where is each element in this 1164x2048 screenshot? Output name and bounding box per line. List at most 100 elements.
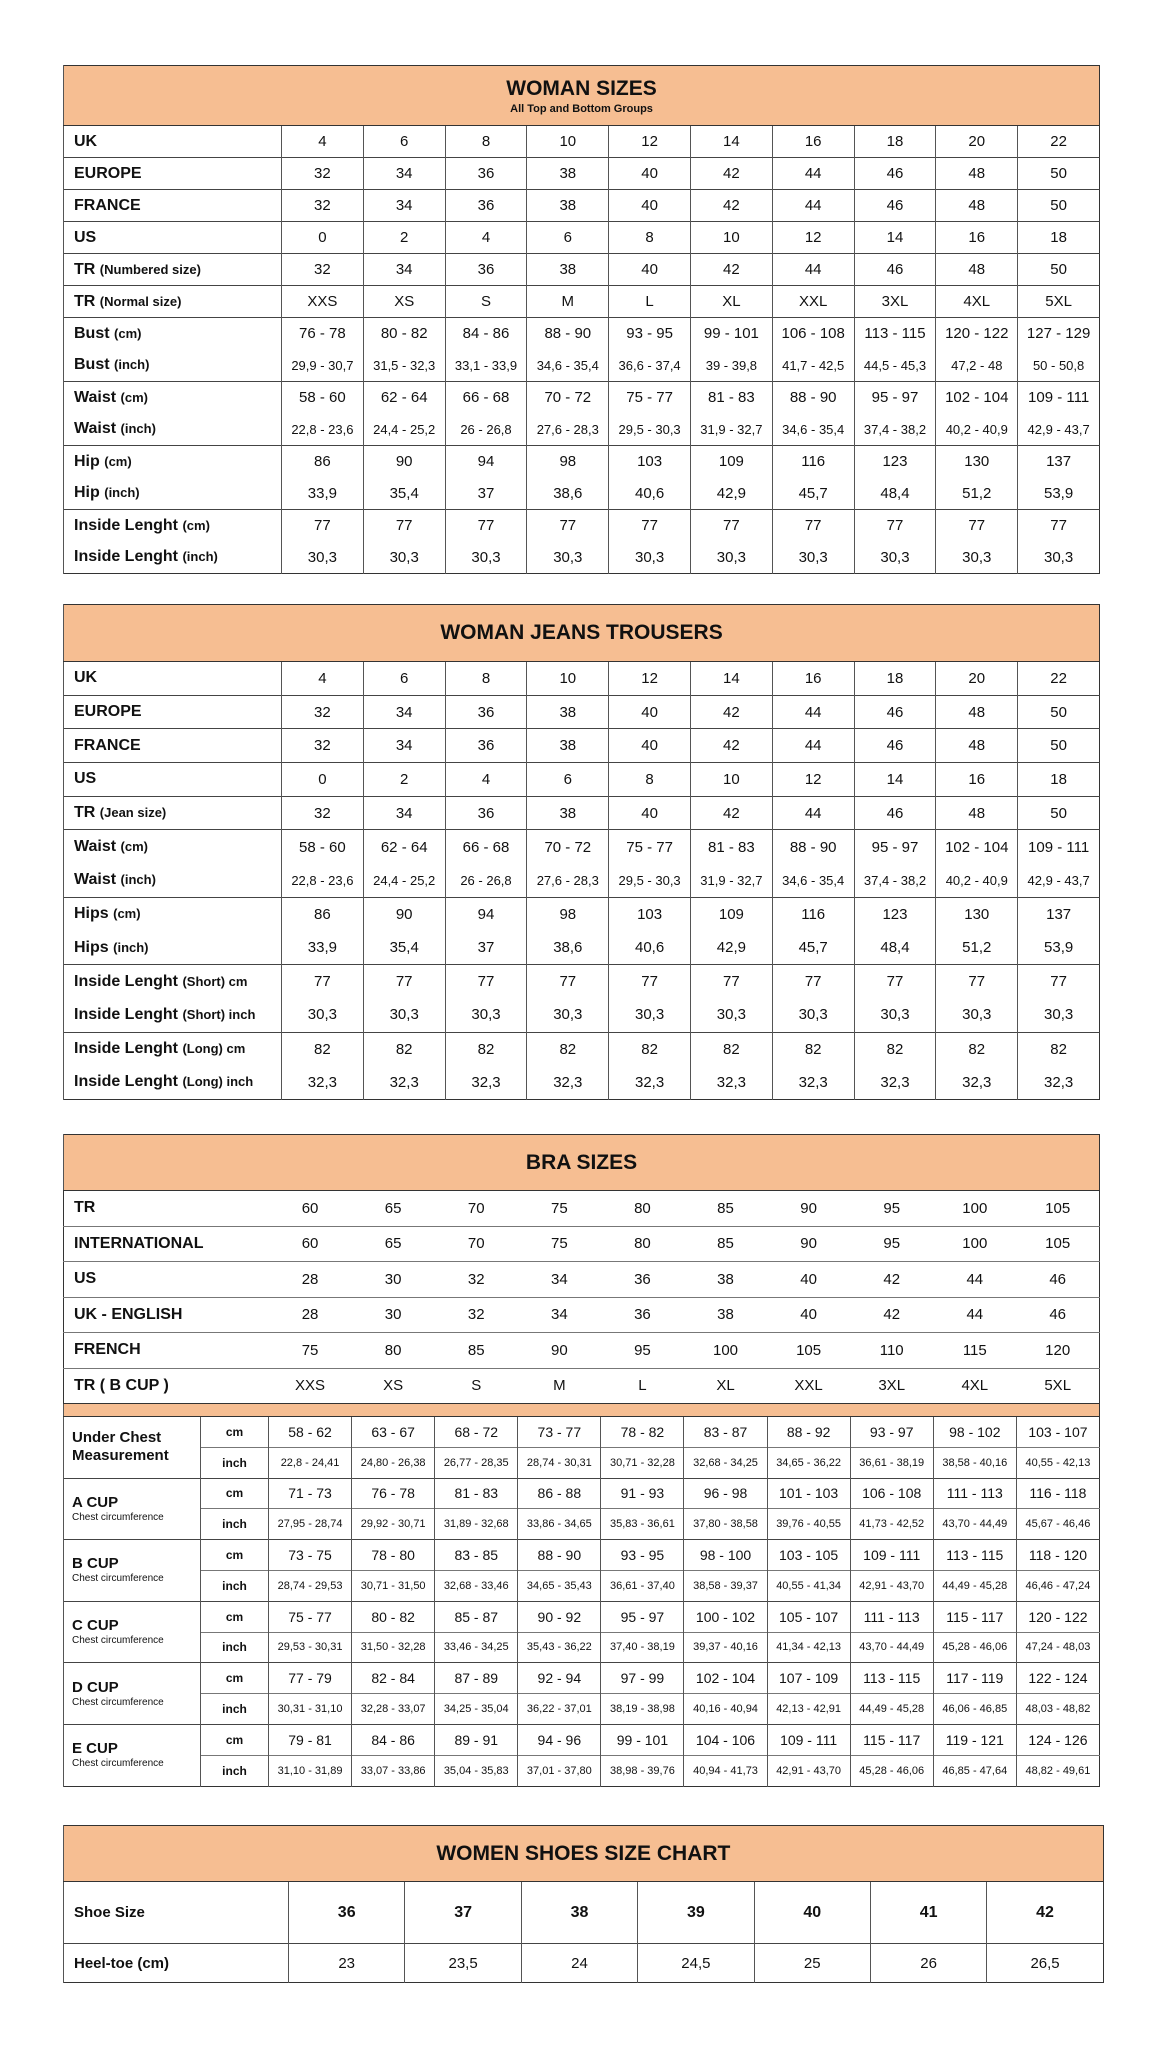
cell-value: 81 - 83 [689,829,773,864]
cell-value: 8 [444,125,527,158]
row-label-text: TR [74,260,96,278]
cup-name: D CUP [72,1678,119,1696]
cell-value: 16 [771,125,855,158]
cell-value: 12 [771,762,855,797]
cup-name: E CUP [72,1740,118,1758]
cell-value: XXL [767,1367,851,1404]
cell-value: 102 - 104 [935,829,1018,864]
cell-value: 12 [608,661,691,696]
cell-value: 36,61 - 37,40 [600,1569,684,1602]
cell-value: 36 [444,157,527,190]
cell-value: 95 - 97 [853,381,936,414]
cell-value: 106 - 108 [771,317,855,350]
cell-value: 39 - 39,8 [689,349,773,382]
cell-value: 77 [526,964,609,999]
table-row: UK 4 6 8 10 12 14 16 18 20 22 [63,661,1100,696]
cell-value: 32,3 [362,1065,446,1100]
cell-value: 77 [853,509,936,542]
row-label-text: Hips [74,905,109,923]
cell-value: 42 [986,1881,1104,1944]
cell-value: 86 [281,896,364,931]
row-label-text: Bust [74,324,110,342]
table-title: WOMEN SHOES SIZE CHART [436,1841,731,1865]
woman-sizes-table: WOMAN SIZES All Top and Bottom Groups UK 4 6… [62,65,1101,574]
row-label-text: UK [74,669,98,687]
shoes-size-table: WOMEN SHOES SIZE CHART Shoe Size 36 37 38 39 4… [63,1825,1104,1983]
row-label: UK [63,125,282,158]
cell-value: 70 - 72 [526,381,609,414]
unit-label: cm [200,1600,269,1633]
cell-value: 130 [935,896,1018,931]
cell-value: 58 - 60 [281,829,364,864]
cell-value: 46 [853,189,936,222]
cell-value: 113 - 115 [932,1539,1017,1571]
row-label: Waist (cm) [63,829,282,864]
cell-value: 12 [608,125,691,158]
row-label: Hips (cm) [63,896,282,931]
cell-value: 46,46 - 47,24 [1015,1569,1100,1602]
table-row: Shoe Size 36 37 38 39 40 41 42 [63,1881,1104,1944]
row-label: Hips (inch) [63,931,282,965]
row-label-unit: (Long) cm [182,1041,246,1057]
cell-value: 4XL [935,285,1018,318]
cell-value: 80 [600,1190,684,1226]
cell-value: 40 [608,728,691,763]
cell-value: 45,67 - 46,46 [1015,1508,1100,1540]
cell-value: 16 [771,661,855,696]
cell-value: 50 [1017,189,1100,222]
cell-value: 115 [933,1332,1017,1368]
cell-value: 42 [689,189,773,222]
cell-value: 14 [853,762,936,797]
cell-value: 36 [444,795,527,830]
cell-value: 100 [683,1332,768,1368]
cell-value: 115 - 117 [849,1723,934,1756]
cell-value: 46 [853,728,936,763]
row-label: TR (Numbered size) [63,253,282,286]
cell-value: 34,65 - 36,22 [766,1446,851,1479]
cell-value: 58 - 60 [281,381,364,414]
cell-value: 22 [1017,125,1100,158]
cell-value: 35,43 - 36,22 [517,1631,601,1663]
cell-value: 77 [1017,964,1100,999]
cell-value: 40,94 - 41,73 [683,1754,768,1787]
cup-label: Under Chest Measurement [63,1416,201,1479]
cell-value: 51,2 [935,931,1018,965]
cell-value: 43,70 - 44,49 [932,1508,1017,1540]
cell-value: 86 [281,445,364,478]
row-label: UK - ENGLISH [63,1296,269,1333]
cell-value: 47,2 - 48 [935,349,1018,382]
row-label: FRANCE [63,189,282,222]
cell-value: 75 - 77 [608,381,691,414]
table-header: BRA SIZES [62,1134,1100,1191]
cell-value: 78 - 80 [351,1539,435,1571]
cell-value: 29,53 - 30,31 [267,1631,352,1663]
cell-value: 106 - 108 [849,1477,934,1509]
cell-value: 16 [935,221,1018,254]
cell-value: 79 - 81 [267,1723,352,1756]
cell-value: 41,73 - 42,52 [849,1508,934,1540]
cell-value: 42 [689,795,773,830]
cell-value: 34,25 - 35,04 [434,1693,518,1725]
cell-value: 101 - 103 [766,1477,851,1509]
row-label: Inside Lenght (Long) inch [63,1065,282,1100]
cell-value: 30,3 [526,998,609,1033]
cell-value: 120 - 122 [1015,1600,1100,1633]
cell-value: 36,22 - 37,01 [517,1693,601,1725]
cell-value: 95 - 97 [853,829,936,864]
cell-value: 88 - 92 [766,1416,851,1448]
cell-value: 109 - 111 [766,1723,851,1756]
cell-value: 36 [444,694,527,729]
cell-value: 77 [362,509,446,542]
cell-value: 53,9 [1017,477,1100,510]
cell-value: 104 - 106 [683,1723,768,1756]
cell-value: 40,2 - 40,9 [935,863,1018,898]
row-label-text: Hip [74,484,100,502]
table-row: US 0 2 4 6 8 10 12 14 16 18 [63,762,1100,797]
cell-value: 26,77 - 28,35 [434,1446,518,1479]
cell-value: 26 [869,1943,987,1983]
cell-value: 105 [1016,1225,1100,1262]
row-label-unit: (inch) [114,357,150,373]
cell-value: 95 - 97 [600,1600,684,1633]
cell-value: 36 [444,253,527,286]
row-label-unit: (cm) [104,453,132,469]
